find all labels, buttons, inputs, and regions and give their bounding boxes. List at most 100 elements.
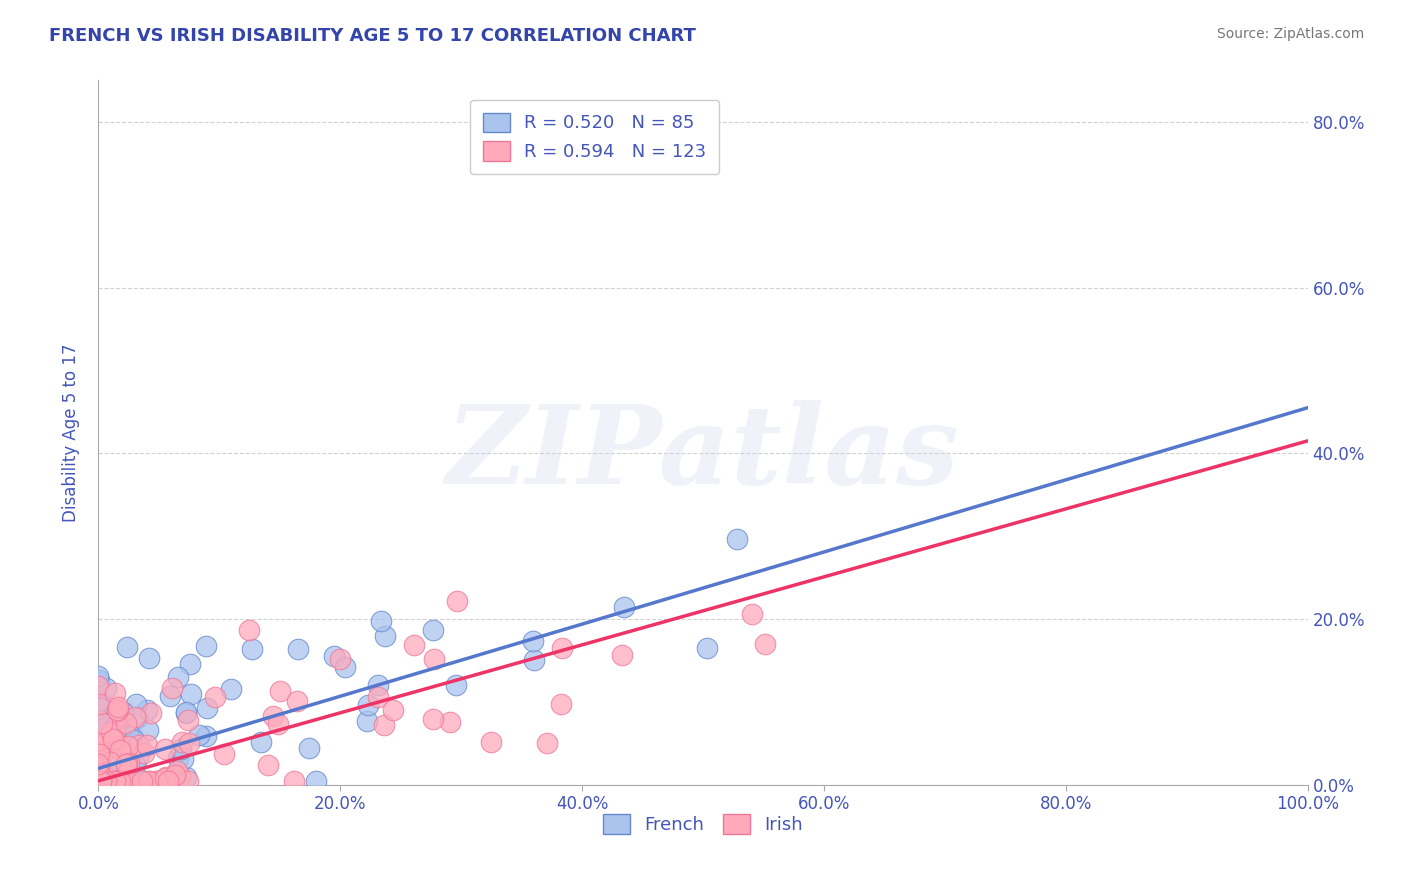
Point bbox=[91, 767, 114, 781]
Point bbox=[204, 690, 226, 705]
Point bbox=[105, 773, 128, 788]
Point bbox=[91, 773, 114, 788]
Point bbox=[87, 741, 110, 756]
Point bbox=[111, 705, 134, 719]
Point bbox=[91, 773, 114, 788]
Point bbox=[87, 758, 110, 772]
Point bbox=[115, 773, 138, 788]
Point bbox=[93, 736, 115, 750]
Point bbox=[89, 773, 111, 788]
Point bbox=[125, 697, 148, 711]
Point bbox=[105, 773, 128, 788]
Point bbox=[101, 731, 124, 746]
Legend: French, Irish: French, Irish bbox=[591, 801, 815, 847]
Point bbox=[117, 739, 139, 753]
Point bbox=[100, 755, 122, 769]
Point bbox=[238, 623, 260, 637]
Point bbox=[112, 773, 135, 788]
Y-axis label: Disability Age 5 to 17: Disability Age 5 to 17 bbox=[62, 343, 80, 522]
Point bbox=[104, 773, 127, 788]
Point bbox=[90, 739, 112, 754]
Point bbox=[267, 717, 290, 731]
Point bbox=[118, 756, 141, 770]
Point bbox=[382, 703, 405, 717]
Point bbox=[131, 773, 153, 788]
Point bbox=[357, 698, 380, 712]
Point bbox=[367, 678, 389, 692]
Point bbox=[100, 725, 122, 739]
Point bbox=[112, 773, 135, 788]
Point bbox=[136, 703, 159, 717]
Point bbox=[87, 773, 110, 788]
Point bbox=[89, 701, 111, 715]
Point bbox=[87, 753, 110, 767]
Point bbox=[256, 758, 278, 772]
Point bbox=[122, 732, 145, 747]
Point bbox=[195, 701, 218, 715]
Point bbox=[90, 773, 112, 788]
Point bbox=[87, 773, 110, 788]
Point bbox=[176, 773, 198, 788]
Point bbox=[160, 681, 183, 695]
Point bbox=[107, 709, 129, 723]
Point bbox=[333, 659, 356, 673]
Point bbox=[90, 716, 112, 731]
Point bbox=[115, 757, 138, 772]
Point bbox=[725, 533, 748, 547]
Point bbox=[89, 773, 111, 788]
Point bbox=[138, 773, 160, 788]
Text: Source: ZipAtlas.com: Source: ZipAtlas.com bbox=[1216, 27, 1364, 41]
Point bbox=[97, 773, 120, 788]
Point bbox=[446, 593, 468, 607]
Point bbox=[104, 723, 127, 738]
Point bbox=[374, 629, 396, 643]
Point bbox=[87, 773, 110, 788]
Point bbox=[370, 614, 392, 628]
Point bbox=[124, 758, 146, 772]
Point bbox=[127, 711, 149, 725]
Point bbox=[754, 637, 776, 651]
Point bbox=[103, 730, 125, 744]
Point bbox=[446, 678, 468, 692]
Point bbox=[132, 773, 155, 788]
Point bbox=[90, 773, 112, 788]
Point bbox=[108, 739, 131, 754]
Point bbox=[87, 747, 110, 762]
Point bbox=[167, 751, 190, 765]
Point bbox=[87, 734, 110, 748]
Point bbox=[89, 773, 111, 788]
Point bbox=[96, 681, 118, 695]
Point bbox=[195, 639, 218, 653]
Point bbox=[146, 773, 169, 788]
Point bbox=[180, 687, 202, 701]
Point bbox=[90, 773, 112, 788]
Point bbox=[94, 773, 117, 788]
Point bbox=[157, 773, 180, 788]
Point bbox=[101, 708, 124, 723]
Point bbox=[90, 773, 112, 788]
Point bbox=[104, 773, 127, 788]
Point bbox=[138, 773, 160, 788]
Point bbox=[167, 670, 190, 684]
Point bbox=[87, 773, 110, 788]
Point bbox=[162, 773, 184, 788]
Point bbox=[115, 640, 138, 654]
Point bbox=[536, 736, 558, 750]
Point bbox=[101, 769, 124, 783]
Point bbox=[87, 773, 110, 788]
Point bbox=[115, 728, 138, 742]
Point bbox=[87, 766, 110, 780]
Point bbox=[101, 772, 124, 786]
Point bbox=[550, 697, 572, 711]
Point bbox=[91, 773, 114, 788]
Point bbox=[108, 773, 131, 788]
Point bbox=[422, 712, 444, 726]
Point bbox=[90, 773, 112, 788]
Point bbox=[283, 773, 305, 788]
Point bbox=[87, 713, 110, 727]
Point bbox=[174, 706, 197, 721]
Point bbox=[124, 710, 146, 724]
Point bbox=[87, 773, 110, 788]
Point bbox=[439, 715, 461, 730]
Point bbox=[87, 669, 110, 683]
